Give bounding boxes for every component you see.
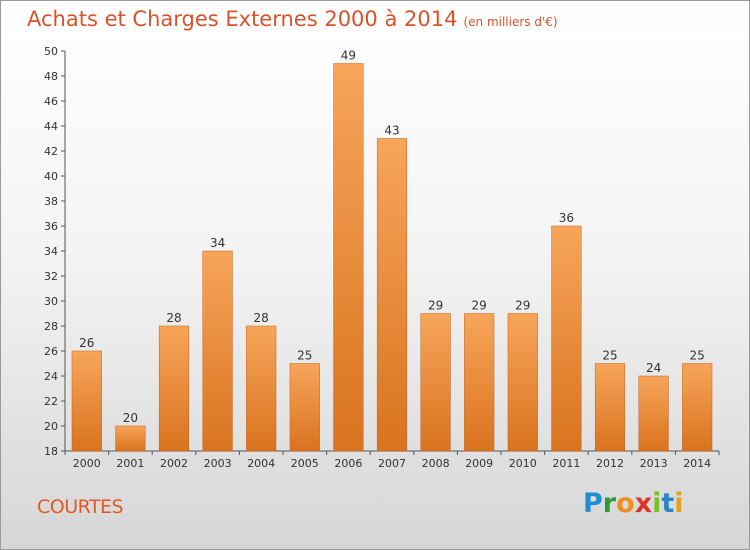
bar-value-label: 25 (602, 349, 617, 363)
logo-letter: P (583, 488, 603, 519)
logo-letter: t (661, 488, 675, 519)
bar (682, 363, 713, 452)
x-tick-label: 2007 (378, 457, 406, 470)
y-tick-label: 26 (44, 345, 58, 358)
y-tick-label: 24 (44, 370, 58, 383)
bar (638, 375, 669, 452)
bar (246, 325, 277, 452)
bar (594, 363, 626, 452)
bar (507, 313, 538, 452)
bar-value-label: 20 (123, 411, 138, 425)
bar (376, 138, 408, 452)
bars (71, 63, 713, 452)
y-tick-label: 28 (44, 320, 58, 333)
bar (333, 63, 364, 452)
bar (71, 350, 102, 452)
x-tick-label: 2005 (291, 457, 319, 470)
x-tick-label: 2010 (509, 457, 537, 470)
y-tick-label: 48 (44, 70, 58, 83)
bar (289, 363, 320, 452)
bar-value-label: 43 (384, 124, 399, 138)
x-axis: 2000 2001 2002 2003 2004 2005 2006 2007 2008 2009… (64, 450, 720, 470)
x-tick-label: 2003 (204, 457, 232, 470)
y-tick-label: 34 (44, 245, 58, 258)
y-tick-label: 20 (44, 420, 58, 433)
bar-value-label: 25 (297, 349, 312, 363)
logo-letter: i (652, 488, 662, 519)
bar (551, 225, 582, 452)
y-tick-label: 40 (44, 170, 58, 183)
data-labels: 26 20 28 34 28 25 49 43 29 29 29 36 25 24 25 (79, 49, 705, 426)
x-tick-label: 2004 (247, 457, 275, 470)
y-tick-label: 44 (44, 120, 58, 133)
logo-letter: i (674, 488, 684, 519)
x-tick-label: 2001 (116, 457, 144, 470)
y-tick-label: 50 (44, 45, 58, 58)
x-tick-label: 2006 (334, 457, 362, 470)
proxiti-logo: Proxiti (583, 488, 684, 519)
bar-value-label: 29 (515, 299, 530, 313)
y-tick-label: 46 (44, 95, 58, 108)
y-tick-label: 22 (44, 395, 58, 408)
bar (202, 250, 233, 452)
logo-letter: r (602, 488, 617, 519)
bar-value-label: 26 (79, 336, 94, 350)
x-tick-label: 2011 (552, 457, 580, 470)
bar (158, 325, 190, 452)
bar-value-label: 29 (428, 299, 443, 313)
bar-value-label: 28 (166, 311, 181, 325)
y-tick-label: 36 (44, 220, 58, 233)
bar-value-label: 34 (210, 236, 225, 250)
x-tick-label: 2009 (465, 457, 493, 470)
bar-value-label: 36 (559, 211, 574, 225)
y-tick-label: 42 (44, 145, 58, 158)
logo-letter: o (616, 488, 635, 519)
bar (115, 425, 146, 452)
y-tick-label: 32 (44, 270, 58, 283)
logo-letter: x (634, 488, 653, 519)
x-tick-label: 2014 (683, 457, 711, 470)
x-tick-label: 2000 (73, 457, 101, 470)
bar (420, 313, 451, 452)
bar-value-label: 29 (472, 299, 487, 313)
chart-title: Achats et Charges Externes 2000 à 2014 (e… (27, 7, 558, 31)
x-tick-label: 2013 (640, 457, 668, 470)
commune-name: COURTES (37, 496, 124, 518)
bar-value-label: 25 (690, 349, 705, 363)
y-axis: 18 20 22 24 26 28 30 32 34 36 38 40 42 44 46 48 50 (44, 45, 66, 458)
x-tick-label: 2002 (160, 457, 188, 470)
x-tick-label: 2012 (596, 457, 624, 470)
y-tick-label: 30 (44, 295, 58, 308)
y-tick-label: 18 (44, 445, 58, 458)
chart-title-text: Achats et Charges Externes 2000 à 2014 (27, 7, 458, 31)
bar-value-label: 28 (254, 311, 269, 325)
bar (464, 313, 495, 452)
y-tick-label: 38 (44, 195, 58, 208)
x-tick-label: 2008 (422, 457, 450, 470)
chart-unit: (en milliers d'€) (463, 15, 558, 29)
bar-value-label: 49 (341, 49, 356, 63)
bar-value-label: 24 (646, 361, 661, 375)
